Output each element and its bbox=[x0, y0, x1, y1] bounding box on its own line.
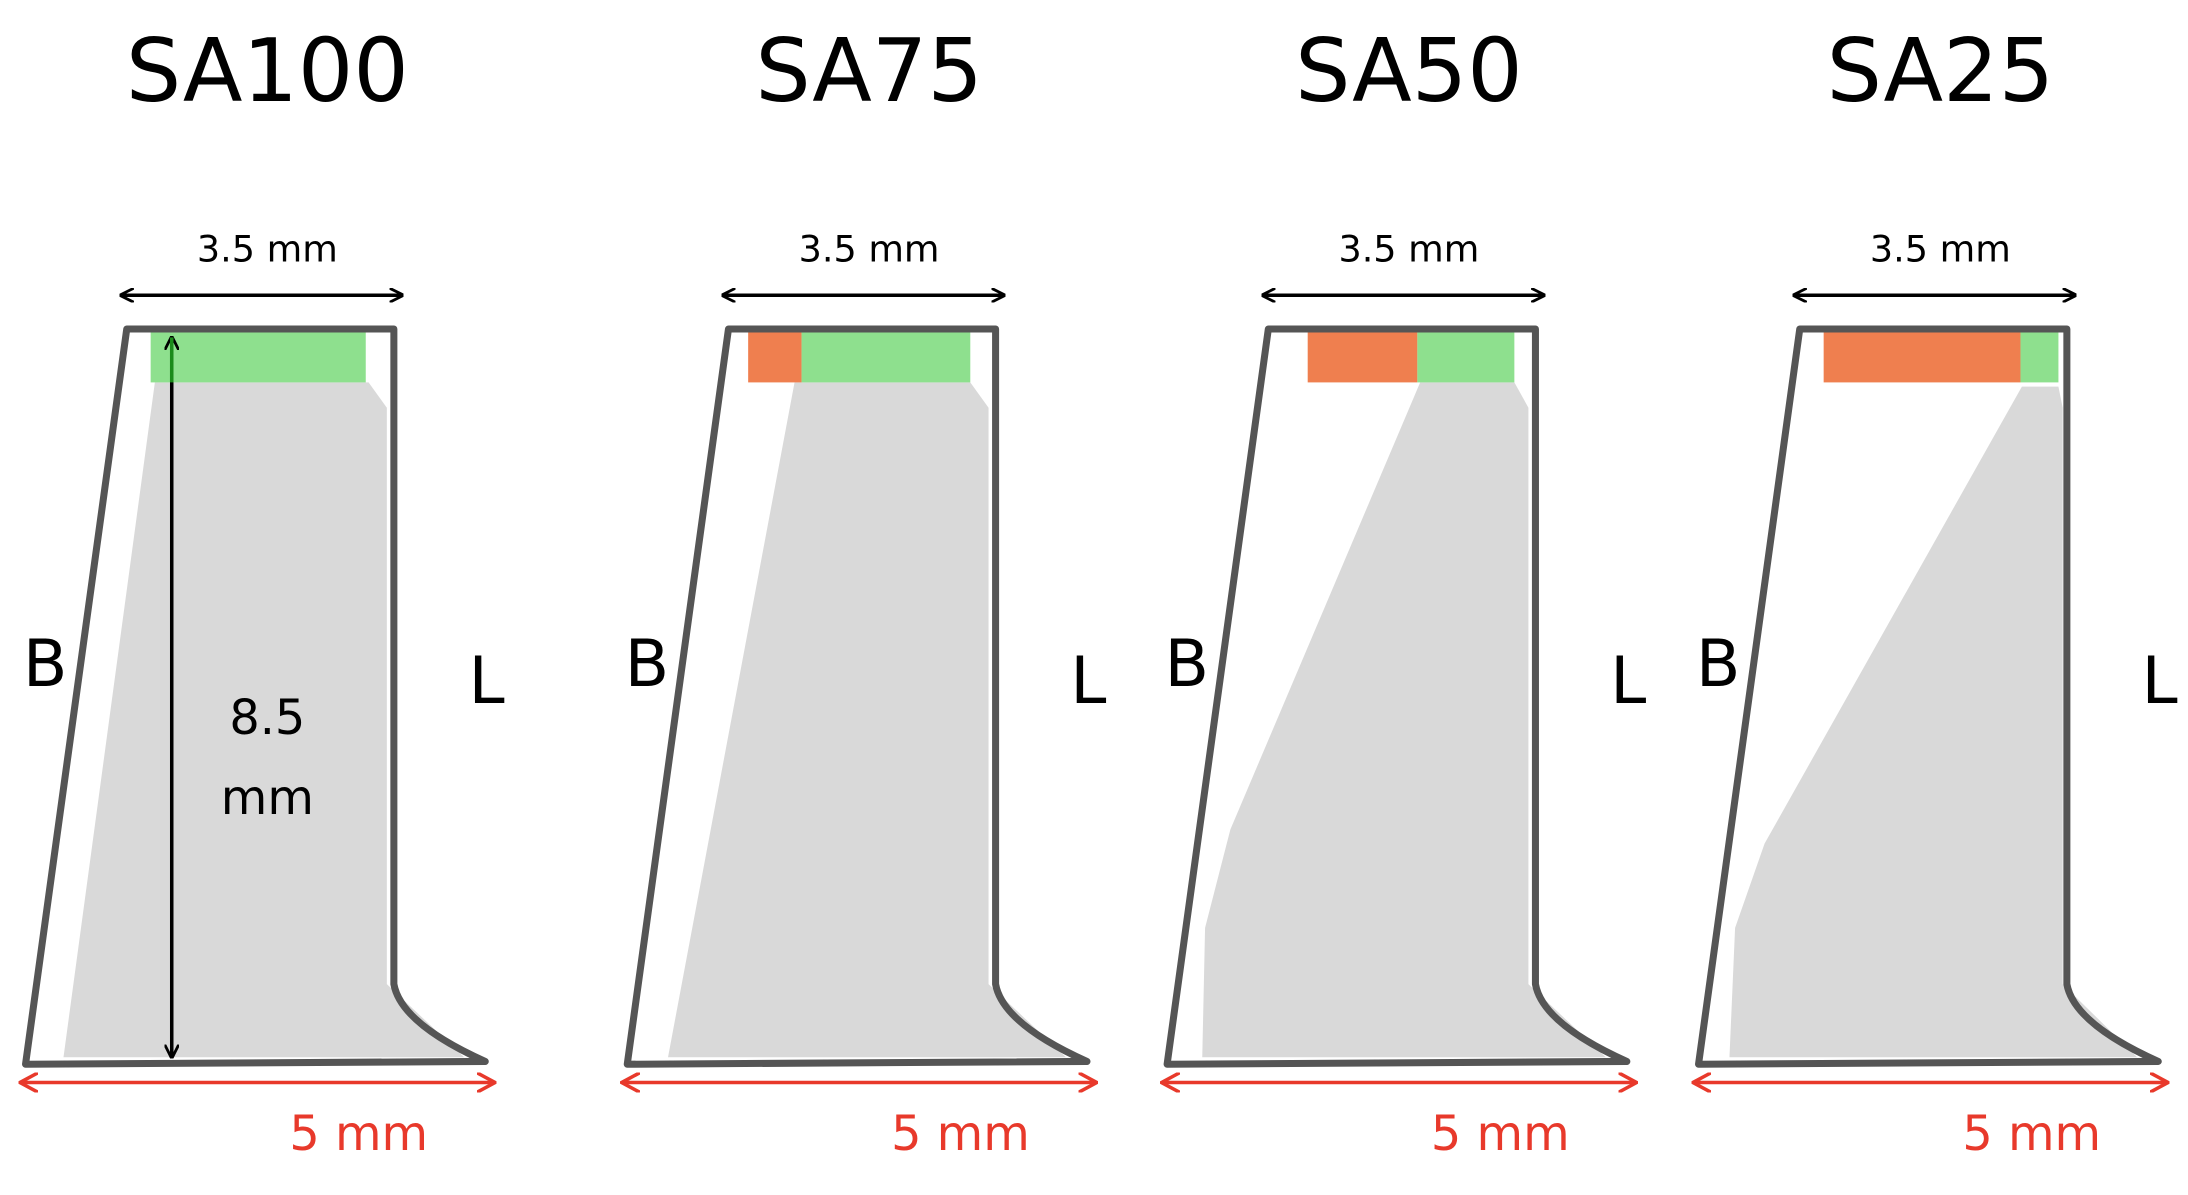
panel: SA100 3.5 mm B L 5 mm 8.5 mm bbox=[20, 20, 505, 1162]
panel: SA25 3.5 mm B L 5 mm bbox=[1693, 20, 2178, 1162]
base-label: 5 mm bbox=[1431, 1107, 1570, 1162]
panel-title: SA25 bbox=[1827, 20, 2054, 122]
orange-zone bbox=[1307, 331, 1418, 383]
width-label: 3.5 mm bbox=[197, 227, 338, 270]
outline bbox=[1695, 325, 2162, 1068]
base-label: 5 mm bbox=[891, 1107, 1030, 1162]
orange-zone bbox=[748, 331, 802, 383]
cross-section-fill bbox=[1202, 382, 1606, 1058]
outline bbox=[22, 325, 489, 1068]
left-label: B bbox=[23, 627, 67, 702]
left-label: B bbox=[1165, 627, 1209, 702]
cross-section-fill bbox=[63, 382, 465, 1058]
width-label: 3.5 mm bbox=[1870, 227, 2011, 270]
width-label: 3.5 mm bbox=[799, 227, 940, 270]
height-label: 8.5 bbox=[229, 691, 305, 746]
outline bbox=[623, 325, 1091, 1068]
right-label: L bbox=[1610, 644, 1646, 719]
height-label: mm bbox=[221, 771, 314, 826]
cross-section-fill bbox=[668, 382, 1066, 1058]
green-zone bbox=[1417, 331, 1515, 383]
cross-section-fill bbox=[1729, 386, 2138, 1058]
right-label: L bbox=[469, 644, 505, 719]
panel-title: SA50 bbox=[1295, 20, 1522, 122]
width-label: 3.5 mm bbox=[1338, 227, 1479, 270]
base-label: 5 mm bbox=[289, 1107, 428, 1162]
base-label: 5 mm bbox=[1962, 1107, 2101, 1162]
panel-title: SA100 bbox=[126, 20, 409, 122]
green-zone bbox=[801, 331, 971, 383]
left-label: B bbox=[1696, 627, 1740, 702]
panel-title: SA75 bbox=[755, 20, 982, 122]
panel: SA75 3.5 mm B L 5 mm bbox=[622, 20, 1106, 1162]
outline bbox=[1163, 325, 1631, 1068]
right-label: L bbox=[1070, 644, 1106, 719]
orange-zone bbox=[1823, 331, 2021, 383]
panel: SA50 3.5 mm B L 5 mm bbox=[1161, 20, 1646, 1162]
green-zone bbox=[2020, 331, 2059, 383]
left-label: B bbox=[625, 627, 669, 702]
right-label: L bbox=[2142, 644, 2178, 719]
green-zone bbox=[150, 331, 366, 383]
